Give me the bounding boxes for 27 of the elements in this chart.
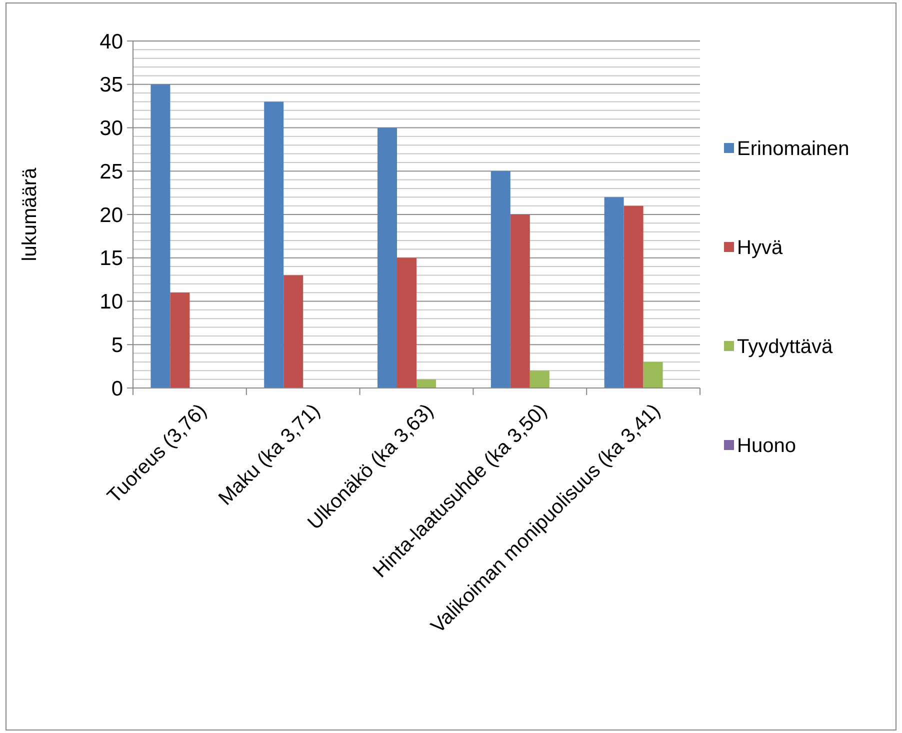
y-axis-title: lukumäärä <box>19 166 41 262</box>
bar <box>170 292 190 388</box>
y-tick-label: 35 <box>100 74 123 97</box>
bar <box>416 379 436 388</box>
bar <box>284 275 304 388</box>
y-tick-label: 30 <box>100 117 123 140</box>
y-tick-label: 10 <box>100 290 123 314</box>
bar <box>150 84 170 388</box>
y-tick-label: 0 <box>111 377 123 400</box>
bar <box>264 102 284 388</box>
bar <box>378 128 397 388</box>
legend-label: Hyvä <box>737 237 784 259</box>
bar <box>490 171 510 388</box>
bar <box>510 214 530 388</box>
bar <box>624 206 644 388</box>
y-tick-label: 20 <box>100 204 123 227</box>
bar <box>643 362 663 388</box>
bar <box>397 258 416 388</box>
legend-label: Tyydyttävä <box>737 336 834 358</box>
legend-label: Erinomainen <box>737 138 850 160</box>
bar <box>604 197 624 388</box>
y-tick-label: 25 <box>100 160 123 184</box>
y-tick-label: 40 <box>100 30 123 54</box>
y-tick-label: 5 <box>111 334 123 357</box>
legend-label: Huono <box>737 435 796 457</box>
bar <box>530 370 550 388</box>
y-tick-label: 15 <box>100 247 123 270</box>
